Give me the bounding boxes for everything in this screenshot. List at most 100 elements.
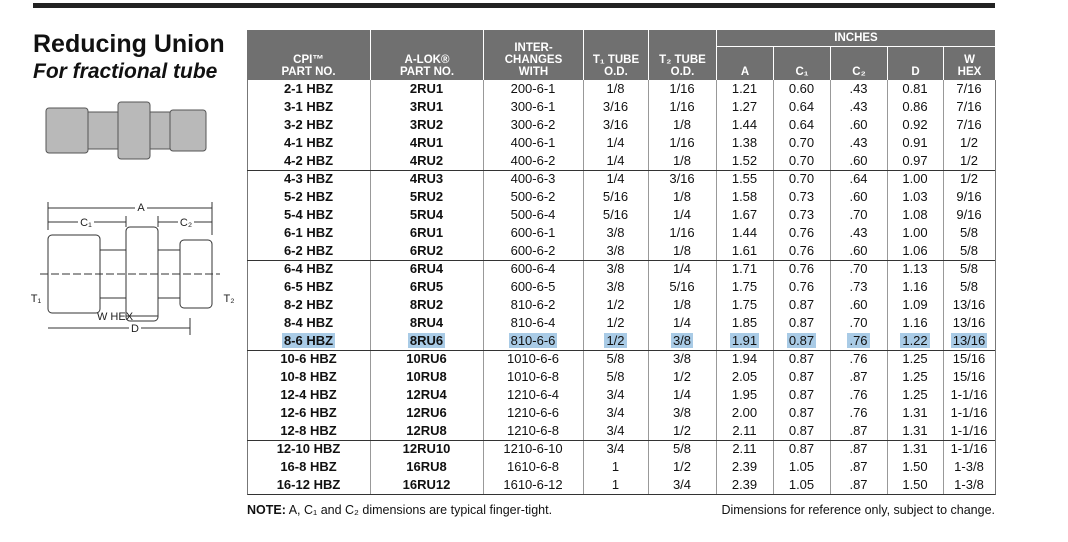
table-cell: 4-1 HBZ [247, 134, 370, 152]
cell-text: 6-1 HBZ [283, 225, 334, 240]
cell-text: 400-6-1 [510, 135, 556, 150]
table-cell: 1.13 [887, 260, 943, 278]
table-cell: 1.58 [716, 188, 773, 206]
dim-label: A [137, 202, 145, 214]
table-cell: 1 [583, 476, 648, 494]
cell-text: 5/8 [606, 351, 625, 366]
column-rule [830, 80, 831, 494]
table-cell: 200-6-1 [483, 80, 583, 98]
cell-text: 1/4 [672, 261, 692, 276]
column-rule [943, 80, 944, 494]
cell-text: 1.75 [731, 297, 758, 312]
cell-text: 12-6 HBZ [280, 405, 337, 420]
cell-text: .60 [849, 117, 868, 132]
table-cell: 0.76 [773, 278, 830, 296]
cell-text: 7/16 [956, 99, 982, 114]
cell-text: 15/16 [952, 369, 986, 384]
cell-text: 1.94 [731, 351, 758, 366]
table-cell: 1/4 [648, 206, 716, 224]
cell-text: 0.92 [902, 117, 928, 132]
table-cell: 13/16 [943, 314, 995, 332]
cell-text: 1.05 [788, 477, 815, 492]
table-cell: 1.85 [716, 314, 773, 332]
cell-text: 0.87 [788, 315, 815, 330]
cell-text: 1.55 [731, 171, 758, 186]
cell-text: 1.31 [902, 423, 928, 438]
table-cell: 12-10 HBZ [247, 440, 370, 458]
cell-text: 16RU8 [406, 459, 447, 474]
table-cell: .76 [830, 350, 887, 368]
table-cell: 1.21 [716, 80, 773, 98]
cell-text: .60 [849, 243, 868, 258]
cell-text: 1-3/8 [954, 459, 984, 474]
table-cell: 1/8 [648, 296, 716, 314]
table-cell: 12RU10 [370, 440, 483, 458]
cell-text: .70 [849, 261, 868, 276]
cell-text: .76 [847, 333, 870, 348]
cell-text: 1/8 [672, 117, 692, 132]
cell-text: 200-6-1 [510, 81, 556, 96]
cell-text: 5/16 [602, 189, 629, 204]
cell-text: 5RU4 [409, 207, 444, 222]
cell-text: 3/8 [606, 243, 625, 258]
cell-text: 810-6-6 [508, 333, 558, 348]
cell-text: 1010-6-6 [506, 351, 560, 366]
table-cell: 2-1 HBZ [247, 80, 370, 98]
table-cell: 1.50 [887, 476, 943, 494]
table-cell: 1.31 [887, 404, 943, 422]
cell-text: 10-8 HBZ [280, 369, 337, 384]
table-cell: 8-4 HBZ [247, 314, 370, 332]
cell-text: 1.67 [731, 207, 758, 222]
cell-text: .76 [849, 405, 868, 420]
table-cell: 1/2 [943, 134, 995, 152]
column-rule [773, 80, 774, 494]
table-cell: 5/16 [583, 206, 648, 224]
table-cell: .60 [830, 152, 887, 170]
cell-text: 1.00 [902, 171, 928, 186]
table-cell: 16RU8 [370, 458, 483, 476]
table-cell: 1.44 [716, 116, 773, 134]
table-cell: 1.16 [887, 278, 943, 296]
table-cell: 1/2 [943, 152, 995, 170]
cell-text: 0.87 [788, 297, 815, 312]
cell-text: 1.27 [731, 99, 758, 114]
cell-text: 5/8 [959, 279, 979, 294]
table-cell: 2.39 [716, 458, 773, 476]
cell-text: 1/4 [672, 207, 692, 222]
cell-text: 3/16 [602, 117, 629, 132]
table-cell: 6RU5 [370, 278, 483, 296]
table-cell: 1/16 [648, 134, 716, 152]
table-cell: 1-3/8 [943, 476, 995, 494]
cell-text: 1.25 [902, 387, 928, 402]
cell-text: 12RU4 [406, 387, 447, 402]
table-cell: .43 [830, 80, 887, 98]
cell-text: 1.06 [902, 243, 928, 258]
cell-text: 0.97 [902, 153, 928, 168]
table-cell: 1/2 [648, 458, 716, 476]
table-cell: 1210-6-10 [483, 440, 583, 458]
cell-text: 1 [611, 459, 620, 474]
table-cell: 0.73 [773, 206, 830, 224]
table-cell: 5/8 [943, 242, 995, 260]
cell-text: .64 [849, 171, 868, 186]
cell-text: 2.11 [732, 441, 757, 456]
cell-text: 0.87 [788, 369, 815, 384]
table-cell: 1/4 [648, 314, 716, 332]
table-cell: 0.87 [773, 422, 830, 440]
table-cell: 16RU12 [370, 476, 483, 494]
cell-text: 1/16 [669, 99, 695, 114]
cell-text: 2.11 [732, 423, 757, 438]
table-cell: 1/8 [648, 152, 716, 170]
cell-text: 2.39 [731, 459, 758, 474]
cell-text: 6-2 HBZ [283, 243, 334, 258]
cell-text: 0.87 [788, 387, 815, 402]
cell-text: 10-6 HBZ [280, 351, 337, 366]
table-cell: 1/8 [648, 242, 716, 260]
table-cell: 5/16 [648, 278, 716, 296]
cell-text: 0.87 [788, 405, 815, 420]
table-cell: 1.38 [716, 134, 773, 152]
table-cell: .70 [830, 314, 887, 332]
table-cell: 1.91 [716, 332, 773, 350]
cell-text: 8RU4 [409, 315, 444, 330]
cell-text: 0.87 [788, 351, 815, 366]
